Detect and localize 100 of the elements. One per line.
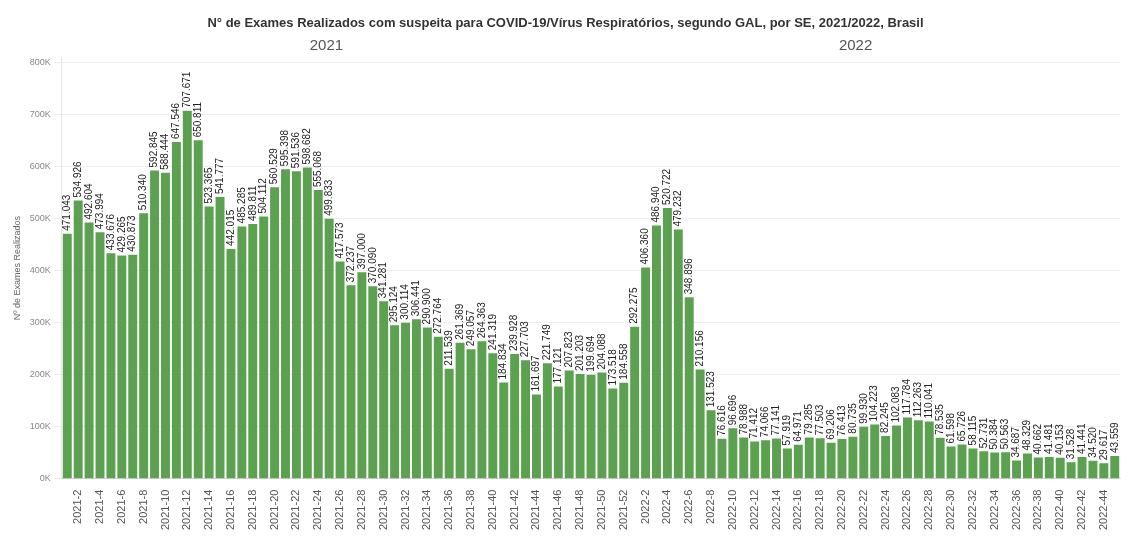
data-label: 479.232 xyxy=(672,189,684,227)
data-label: 34.520 xyxy=(1086,426,1098,458)
data-label: 104.223 xyxy=(868,384,880,422)
data-label: 50.563 xyxy=(999,418,1011,450)
bar xyxy=(84,222,94,479)
data-label: 492.604 xyxy=(82,182,94,220)
bar xyxy=(979,451,989,479)
bar xyxy=(510,353,520,479)
bar xyxy=(161,172,170,479)
data-label: 82.245 xyxy=(879,401,891,433)
data-label: 77.141 xyxy=(770,404,782,436)
text: 2022 xyxy=(838,36,873,54)
data-label: 486.940 xyxy=(650,185,662,223)
bar xyxy=(488,353,498,479)
bar xyxy=(128,254,138,479)
data-label: 71.412 xyxy=(748,407,760,439)
data-label: 58.115 xyxy=(966,415,978,446)
data-label: 473.994 xyxy=(93,192,105,230)
data-label: 442.015 xyxy=(224,209,236,246)
x-tick-label: 2021-24 xyxy=(311,489,324,531)
data-label: 348.896 xyxy=(682,257,694,295)
data-label: 34.687 xyxy=(1010,426,1022,458)
x-tick-label: 2022-6 xyxy=(682,489,695,524)
data-label: 52.731 xyxy=(977,417,989,449)
x-tick-label: 2022-42 xyxy=(1075,489,1088,531)
bar xyxy=(815,438,825,479)
x-tick-label: 2021-10 xyxy=(158,489,171,531)
bar xyxy=(902,417,912,479)
bar xyxy=(477,341,487,479)
bar xyxy=(564,370,574,479)
bar xyxy=(553,386,563,479)
x-tick-label: 2022-12 xyxy=(747,489,760,531)
x-tick-label: 2021-46 xyxy=(551,489,564,531)
data-label: 520.722 xyxy=(661,168,673,205)
x-tick-label: 2022-38 xyxy=(1031,489,1044,531)
bar xyxy=(728,428,738,479)
bar xyxy=(139,213,149,479)
bar xyxy=(1012,460,1022,479)
bar xyxy=(793,444,803,479)
data-label: 74.066 xyxy=(759,406,771,438)
data-label: 199.694 xyxy=(584,335,596,372)
data-label: 78.988 xyxy=(737,403,749,435)
data-label: 117.784 xyxy=(901,378,913,415)
x-tick-label: 2022-24 xyxy=(878,489,891,531)
bar xyxy=(575,374,585,479)
data-label: 650.811 xyxy=(191,101,203,138)
x-tick-label: 2021-52 xyxy=(616,489,629,531)
bar xyxy=(1099,463,1109,479)
data-label: 78.535 xyxy=(933,403,945,435)
bar xyxy=(761,440,771,479)
bar xyxy=(291,171,301,479)
bar xyxy=(248,224,258,479)
x-tick-label: 2021-30 xyxy=(376,489,389,531)
data-label: 204.088 xyxy=(595,332,607,370)
bar xyxy=(946,446,956,479)
x-tick-label: 2022-22 xyxy=(856,489,869,531)
data-label: 201.203 xyxy=(573,334,585,372)
bar xyxy=(630,326,640,479)
data-label: 61.598 xyxy=(944,412,956,444)
x-tick-label: 2021-32 xyxy=(398,489,411,531)
x-tick-label: 2022-2 xyxy=(638,489,651,524)
data-label: 598.682 xyxy=(301,127,313,165)
data-label: 69.206 xyxy=(824,408,836,440)
bar xyxy=(1023,453,1032,479)
data-label: 290.900 xyxy=(421,287,433,325)
x-tick-label: 2021-14 xyxy=(202,489,215,531)
data-label: 249.057 xyxy=(464,309,476,347)
data-label: 707.671 xyxy=(181,71,193,108)
bar xyxy=(324,218,334,479)
y-tick-label: 600K xyxy=(29,161,51,172)
y-axis-title: Nº de Exames Realizados xyxy=(11,215,22,321)
x-tick-label: 2021-6 xyxy=(114,489,127,524)
bar xyxy=(1055,457,1065,479)
bar xyxy=(171,142,181,479)
data-label: 499.833 xyxy=(322,179,334,216)
bar xyxy=(881,435,891,479)
x-tick-label: 2021-26 xyxy=(333,489,346,531)
x-tick-label: 2021-28 xyxy=(354,489,367,531)
data-label: 57.919 xyxy=(781,414,793,446)
data-label: 65.726 xyxy=(955,410,967,442)
bar xyxy=(652,225,661,479)
data-label: 372.237 xyxy=(344,245,356,283)
bar xyxy=(444,368,454,479)
data-label: 534.926 xyxy=(71,161,83,198)
bar xyxy=(499,382,509,479)
data-label: 211.539 xyxy=(442,329,454,366)
x-tick-label: 2021-20 xyxy=(267,489,280,531)
data-label: 595.398 xyxy=(279,129,291,167)
bar xyxy=(390,325,400,479)
x-tick-label: 2022-16 xyxy=(791,489,804,531)
data-label: 41.441 xyxy=(1075,423,1087,455)
data-label: 221.749 xyxy=(541,323,553,361)
bar xyxy=(913,420,923,479)
data-label: 429.265 xyxy=(115,215,127,253)
data-label: 48.329 xyxy=(1021,419,1033,451)
data-label: 292.275 xyxy=(628,287,640,324)
data-label: 29.617 xyxy=(1097,429,1109,461)
bar xyxy=(662,207,672,479)
x-tick-label: 2021-42 xyxy=(507,489,520,531)
bar xyxy=(870,424,880,479)
